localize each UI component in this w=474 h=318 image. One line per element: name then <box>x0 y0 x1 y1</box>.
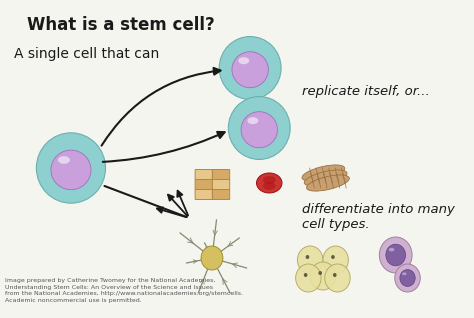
Circle shape <box>395 264 420 292</box>
Ellipse shape <box>256 173 282 193</box>
Circle shape <box>201 246 223 270</box>
Ellipse shape <box>219 37 281 100</box>
FancyBboxPatch shape <box>195 179 212 190</box>
Ellipse shape <box>58 156 70 164</box>
Ellipse shape <box>402 273 407 275</box>
Ellipse shape <box>247 117 258 124</box>
Circle shape <box>400 270 415 287</box>
Circle shape <box>325 264 350 292</box>
FancyBboxPatch shape <box>212 179 230 190</box>
Ellipse shape <box>263 182 275 190</box>
FancyBboxPatch shape <box>195 190 212 199</box>
Circle shape <box>319 271 322 275</box>
Circle shape <box>296 264 321 292</box>
Ellipse shape <box>304 170 347 186</box>
Text: Image prepared by Catherine Twomey for the National Academies,
Understanding Ste: Image prepared by Catherine Twomey for t… <box>5 278 243 303</box>
Ellipse shape <box>241 112 277 148</box>
Circle shape <box>331 255 335 259</box>
Circle shape <box>310 262 336 290</box>
Ellipse shape <box>307 175 349 191</box>
Circle shape <box>304 273 308 277</box>
Ellipse shape <box>238 57 249 64</box>
Text: differentiate into many
cell types.: differentiate into many cell types. <box>302 203 455 231</box>
Circle shape <box>333 273 337 277</box>
Circle shape <box>306 255 309 259</box>
Circle shape <box>379 237 412 273</box>
Ellipse shape <box>389 248 394 252</box>
Ellipse shape <box>302 165 345 181</box>
Text: replicate itself, or...: replicate itself, or... <box>302 85 430 98</box>
FancyBboxPatch shape <box>195 169 212 179</box>
Ellipse shape <box>263 176 275 184</box>
Circle shape <box>386 244 406 266</box>
Circle shape <box>298 246 323 274</box>
Ellipse shape <box>36 133 106 203</box>
FancyBboxPatch shape <box>212 190 230 199</box>
Text: A single cell that can: A single cell that can <box>14 47 159 61</box>
FancyBboxPatch shape <box>212 169 230 179</box>
Ellipse shape <box>228 97 290 159</box>
Text: What is a stem cell?: What is a stem cell? <box>27 16 215 34</box>
Circle shape <box>323 246 348 274</box>
Ellipse shape <box>232 52 268 88</box>
Ellipse shape <box>51 150 91 190</box>
